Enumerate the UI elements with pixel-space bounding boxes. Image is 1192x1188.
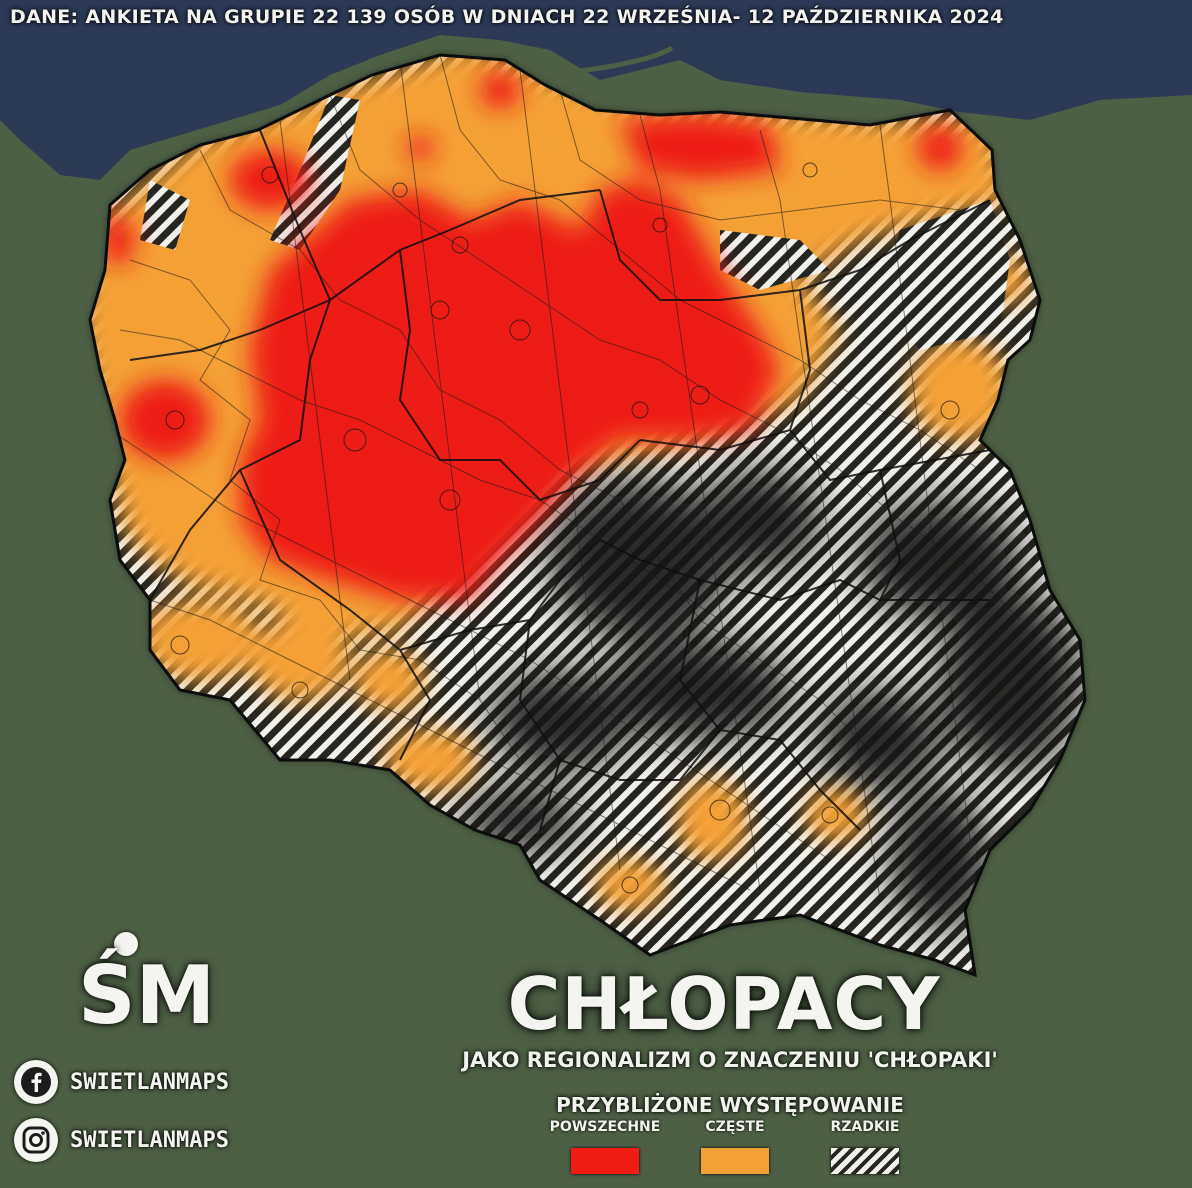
baltic-sea: [0, 0, 1192, 180]
facebook-handle: SWIETLANMAPS: [70, 1069, 229, 1095]
legend-swatch-frequent: [701, 1148, 769, 1174]
region-rare-patches: [140, 95, 1010, 350]
hel-peninsula: [564, 45, 674, 75]
legend-label-common: POWSZECHNE: [549, 1119, 661, 1135]
facebook-link[interactable]: SWIETLANMAPS: [14, 1060, 229, 1104]
legend-item-rare: RZADKIE: [800, 1118, 930, 1174]
legend: PRZYBLIŻONE WYSTĘPOWANIE POWSZECHNE CZĘS…: [520, 1092, 940, 1178]
title-block: CHŁOPACY JAKO REGIONALIZM O ZNACZENIU 'C…: [400, 962, 1060, 1074]
legend-items: POWSZECHNE CZĘSTE RZADKIE: [520, 1118, 940, 1178]
legend-swatch-rare: [831, 1148, 899, 1174]
legend-title: PRZYBLIŻONE WYSTĘPOWANIE: [556, 1093, 904, 1117]
facebook-icon: [14, 1060, 58, 1104]
map-subtitle: JAKO REGIONALIZM O ZNACZENIU 'CHŁOPAKI': [462, 1048, 998, 1072]
instagram-handle: SWIETLANMAPS: [70, 1127, 229, 1153]
map-title: CHŁOPACY: [507, 962, 941, 1046]
region-rare-dark: [460, 470, 1080, 930]
legend-swatch-common: [571, 1148, 639, 1174]
instagram-link[interactable]: SWIETLANMAPS: [14, 1118, 229, 1162]
legend-label-rare: RZADKIE: [830, 1119, 900, 1135]
logo: ŚM: [78, 932, 248, 1052]
logo-text: ŚM: [78, 949, 216, 1042]
legend-label-frequent: CZĘSTE: [705, 1119, 765, 1135]
logo-dot: [114, 932, 138, 956]
legend-item-common: POWSZECHNE: [540, 1118, 670, 1174]
country-border: [88, 53, 1087, 978]
legend-item-frequent: CZĘSTE: [670, 1118, 800, 1174]
voivodeship-boundaries: [129, 129, 991, 831]
city-outlines: [165, 162, 960, 894]
source-note: DANE: ANKIETA NA GRUPIE 22 139 OSÓB W DN…: [10, 6, 1004, 28]
instagram-icon: [14, 1118, 58, 1162]
